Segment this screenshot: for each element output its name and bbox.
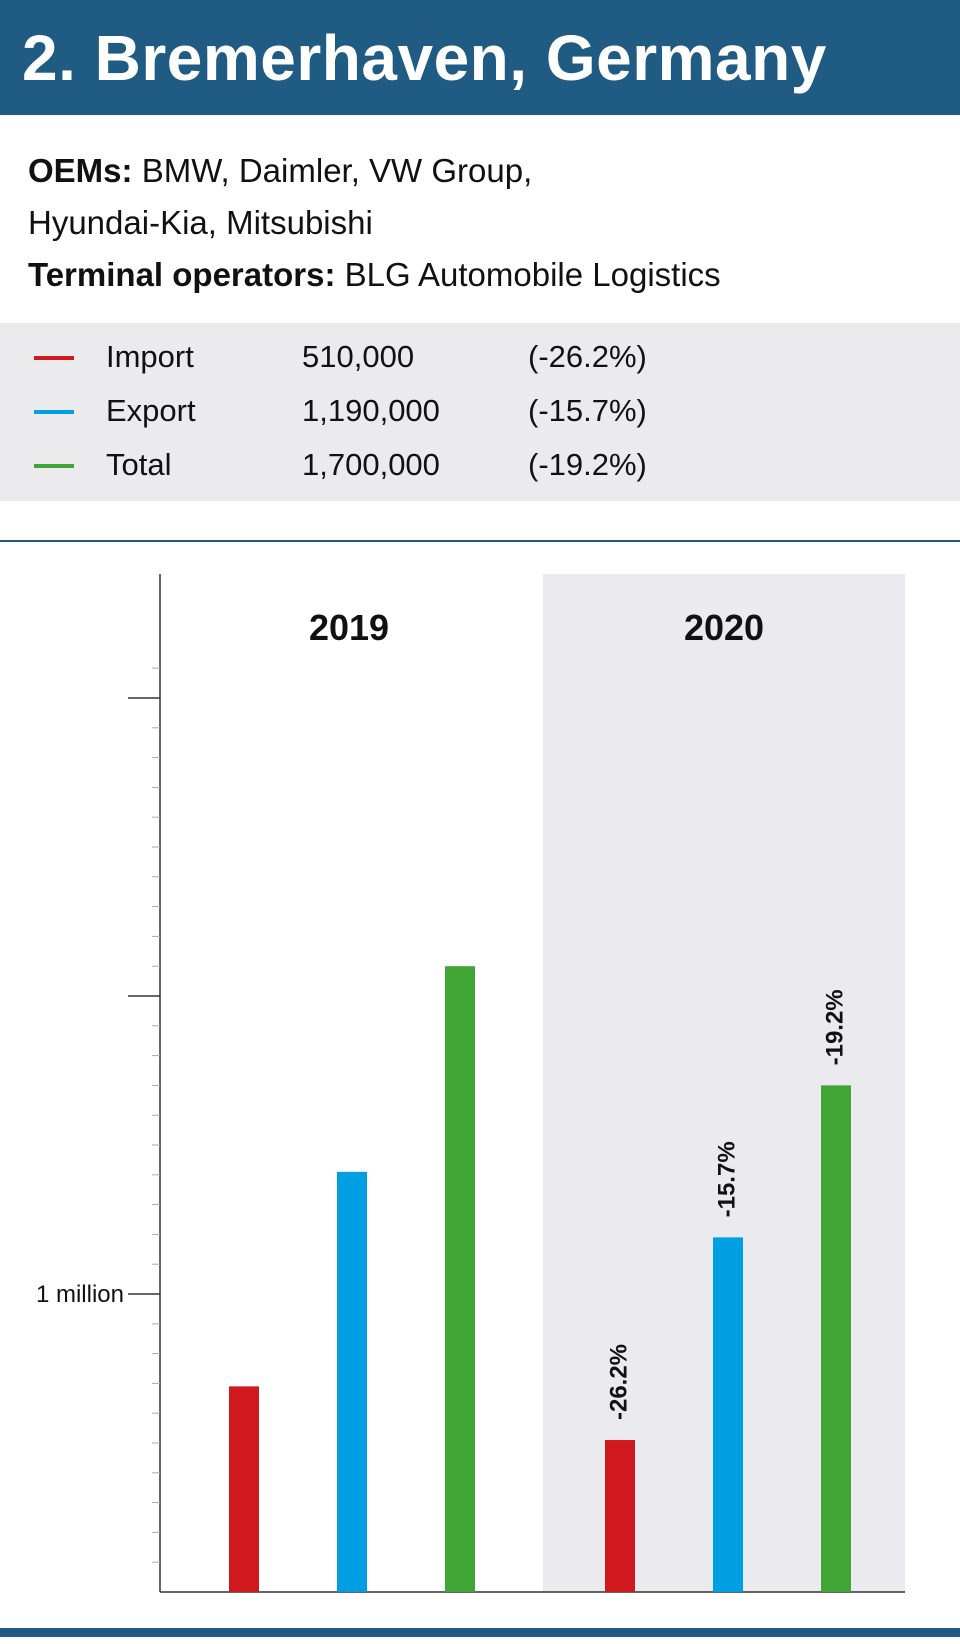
info-block: OEMs: BMW, Daimler, VW Group, Hyundai-Ki… bbox=[28, 145, 721, 301]
legend-name: Total bbox=[106, 447, 172, 482]
legend-name: Export bbox=[106, 393, 196, 428]
bar-import-2020 bbox=[605, 1440, 635, 1592]
data-label-import-2020: -26.2% bbox=[605, 1344, 632, 1420]
bar-export-2020 bbox=[713, 1237, 743, 1592]
oems-label: OEMs: bbox=[28, 152, 133, 189]
legend-value: 510,000 bbox=[302, 339, 415, 374]
bar-total-2020 bbox=[821, 1085, 851, 1592]
y-tick-label: 1 million bbox=[36, 1281, 124, 1308]
bar-total-2019 bbox=[445, 966, 475, 1592]
title-bar: 2. Bremerhaven, Germany bbox=[0, 0, 960, 115]
bar-import-2019 bbox=[229, 1386, 259, 1592]
operators-value: BLG Automobile Logistics bbox=[344, 256, 721, 293]
legend-row-total: Total 1,700,000 (-19.2%) bbox=[0, 445, 960, 485]
divider-line bbox=[0, 540, 960, 542]
operators-label: Terminal operators: bbox=[28, 256, 336, 293]
legend-swatch-import bbox=[34, 356, 74, 360]
year-label-2019: 2019 bbox=[309, 607, 389, 648]
legend-value: 1,700,000 bbox=[302, 447, 440, 482]
legend-value: 1,190,000 bbox=[302, 393, 440, 428]
legend-row-import: Import 510,000 (-26.2%) bbox=[0, 337, 960, 377]
page-title: 2. Bremerhaven, Germany bbox=[22, 22, 827, 94]
data-label-export-2020: -15.7% bbox=[713, 1141, 740, 1217]
legend-change: (-26.2%) bbox=[528, 339, 647, 374]
oems-line1: BMW, Daimler, VW Group, bbox=[141, 152, 533, 189]
oems-line2: Hyundai-Kia, Mitsubishi bbox=[28, 204, 373, 241]
operators-row: Terminal operators: BLG Automobile Logis… bbox=[28, 249, 721, 301]
year-label-2020: 2020 bbox=[684, 607, 764, 648]
legend: Import 510,000 (-26.2%) Export 1,190,000… bbox=[0, 323, 960, 501]
legend-row-export: Export 1,190,000 (-15.7%) bbox=[0, 391, 960, 431]
legend-name: Import bbox=[106, 339, 194, 374]
legend-change: (-15.7%) bbox=[528, 393, 647, 428]
legend-swatch-export bbox=[34, 410, 74, 414]
bottom-rule bbox=[0, 1628, 960, 1637]
bar-chart: 1 million 2019 2020 -26.2% -15.7% -19.2% bbox=[36, 574, 905, 1593]
bar-export-2019 bbox=[337, 1171, 367, 1592]
data-label-total-2020: -19.2% bbox=[821, 989, 848, 1065]
legend-change: (-19.2%) bbox=[528, 447, 647, 482]
legend-swatch-total bbox=[34, 464, 74, 468]
oems-row: OEMs: BMW, Daimler, VW Group, bbox=[28, 145, 721, 197]
